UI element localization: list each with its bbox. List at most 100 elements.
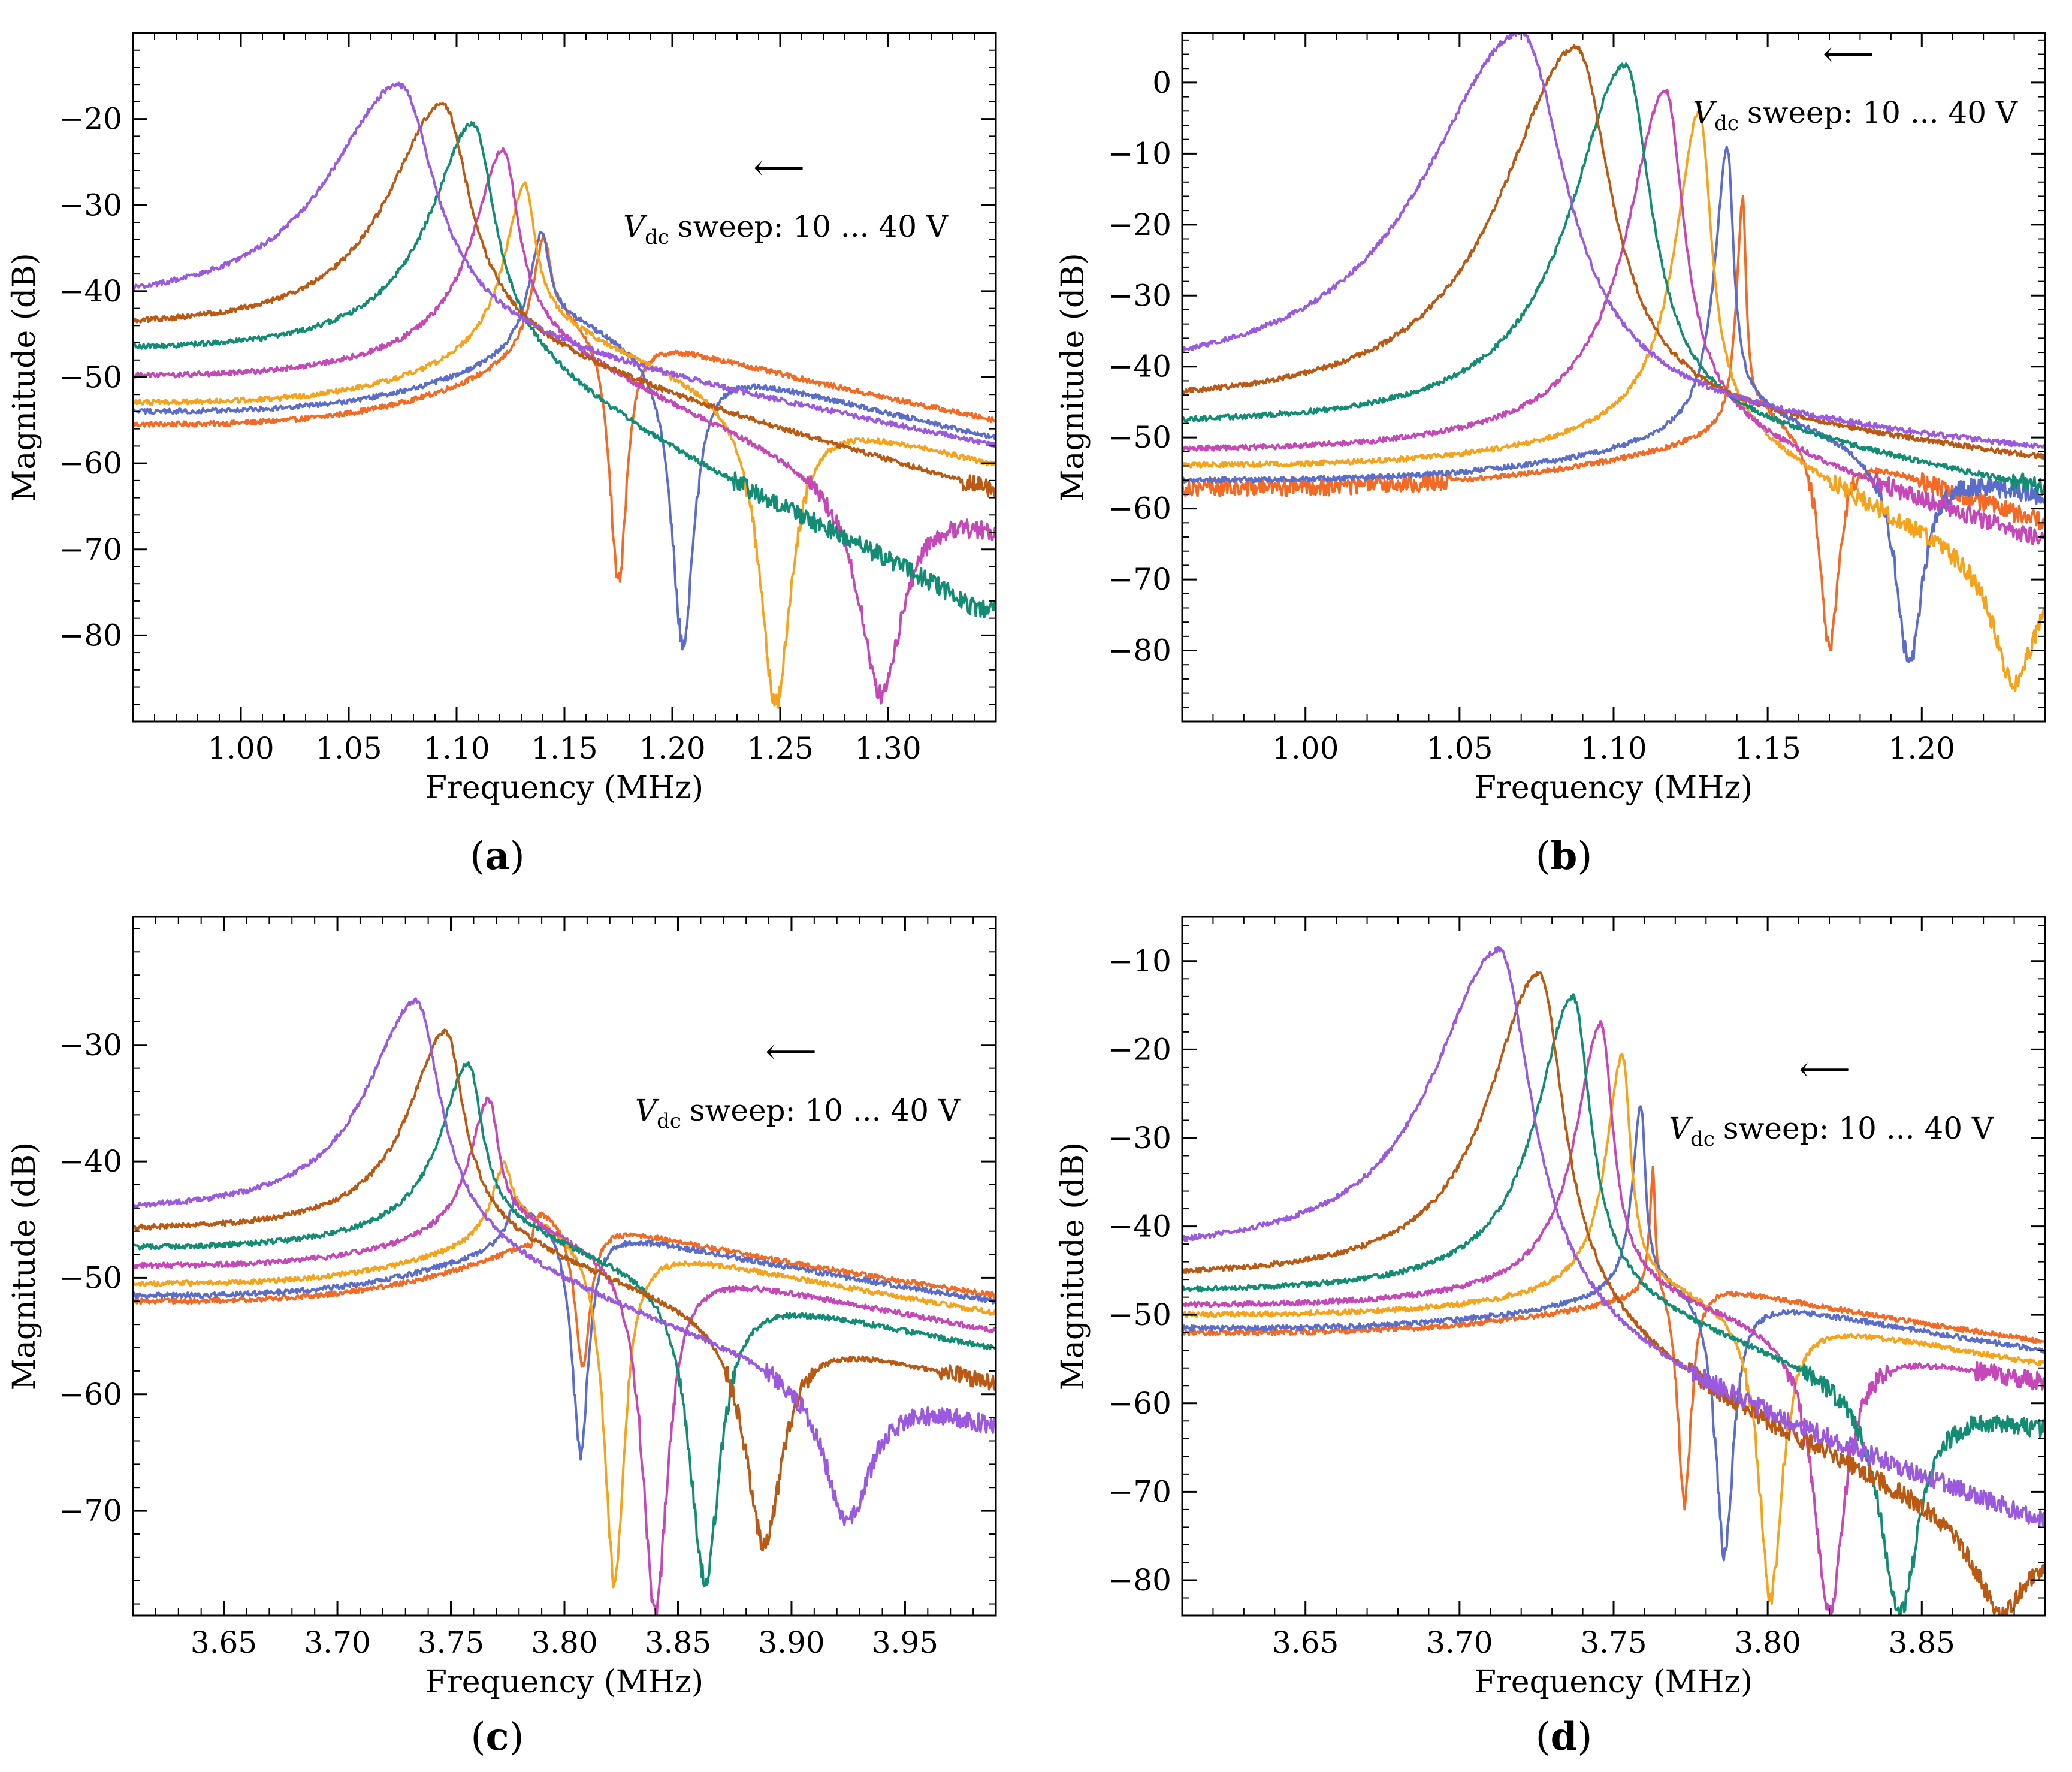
y-tick-label: −40 [59, 274, 122, 309]
x-tick-label: 3.80 [531, 1625, 597, 1660]
chart-panel-b: 1.00 1.05 1.10 1.15 1.20 −80 −70 −60 −50 −40 −30 −2… [1055, 32, 2046, 879]
series-line-25v [133, 1096, 996, 1616]
sweep-arrow: ⟵ [1823, 33, 1874, 75]
y-tick-label: 0 [1152, 65, 1171, 100]
annotation-symbol: V [623, 209, 648, 244]
y-tick-label: −80 [59, 618, 122, 653]
series-line-15v [133, 1196, 996, 1461]
series-line-40v [1182, 946, 2045, 1528]
y-tick-label: −50 [1108, 420, 1171, 455]
y-tick-label: −20 [59, 102, 122, 137]
x-tick-label: 1.25 [747, 731, 813, 766]
series-line-30v [1182, 62, 2045, 496]
y-tick-label: −60 [1108, 491, 1171, 526]
x-tick-label: 3.75 [418, 1625, 484, 1660]
y-tick-label: −50 [1108, 1297, 1171, 1332]
annotation-subscript: dc [1690, 1127, 1715, 1151]
series-group [133, 81, 996, 709]
annotation-text: sweep: 10 ... 40 V [690, 1093, 961, 1128]
x-tick-label: 1.20 [639, 731, 705, 766]
y-axis-label: Magnitude (dB) [7, 253, 43, 502]
series-line-20v [1182, 108, 2045, 692]
panel-label: (c) [471, 1714, 524, 1759]
series-line-15v [133, 231, 996, 651]
x-tick-label: 1.00 [1272, 731, 1339, 766]
y-tick-label: −60 [59, 1377, 122, 1412]
y-tick-label: −70 [1108, 1474, 1171, 1509]
x-tick-label: 3.90 [758, 1625, 824, 1660]
series-line-40v [1182, 33, 2045, 450]
y-tick-label: −30 [1108, 1121, 1171, 1155]
x-axis-label: Frequency (MHz) [1475, 1664, 1753, 1700]
y-tick-label: −20 [1108, 1032, 1171, 1067]
y-tick-label: −70 [1108, 562, 1171, 597]
x-tick-label: 3.65 [1272, 1625, 1339, 1660]
chart-panel-a: 1.00 1.05 1.10 1.15 1.20 1.25 1.30 −80 −70 −60 −50… [7, 32, 997, 879]
y-tick-label: −60 [1108, 1386, 1171, 1421]
y-tick-label: −70 [59, 532, 122, 567]
x-axis-label: Frequency (MHz) [425, 1664, 703, 1700]
series-line-40v [133, 81, 996, 448]
y-axis-label: Magnitude (dB) [1055, 253, 1091, 502]
panel-label: (b) [1536, 834, 1593, 879]
y-tick-label: −80 [1108, 633, 1171, 668]
y-tick-label: −40 [59, 1144, 122, 1179]
y-tick-label: −40 [1108, 349, 1171, 384]
x-tick-label: 3.85 [645, 1625, 711, 1660]
series-line-20v [133, 181, 996, 709]
series-line-10v [1182, 195, 2045, 652]
x-axis-label: Frequency (MHz) [425, 770, 703, 806]
x-tick-label: 3.70 [304, 1625, 370, 1660]
annotation-text: sweep: 10 ... 40 V [1747, 95, 2018, 130]
sweep-annotation: Vdc sweep: 10 ... 40 V [1693, 95, 2018, 135]
series-line-30v [133, 121, 996, 618]
y-axis-label: Magnitude (dB) [7, 1142, 43, 1391]
series-line-15v [1182, 146, 2045, 663]
sweep-arrow: ⟵ [765, 1031, 817, 1073]
chart-panel-c: 3.65 3.70 3.75 3.80 3.85 3.90 3.95 −70 −60 −50 −40… [7, 916, 997, 1759]
series-group [1182, 946, 2045, 1616]
chart-panel-d: 3.65 3.70 3.75 3.80 3.85 −80 −70 −60 −50 −40 −30 −2… [1055, 916, 2046, 1759]
x-tick-label: 3.75 [1580, 1625, 1647, 1660]
series-line-10v [1182, 1166, 2045, 1511]
series-line-25v [133, 147, 996, 705]
y-tick-label: −10 [1108, 944, 1171, 979]
x-tick-label: 1.30 [854, 731, 921, 766]
x-tick-label: 3.65 [191, 1625, 257, 1660]
y-tick-label: −30 [1108, 278, 1171, 313]
series-line-35v [1182, 970, 2045, 1616]
x-tick-label: 1.20 [1889, 731, 1955, 766]
y-tick-label: −20 [1108, 207, 1171, 242]
y-tick-label: −30 [59, 1028, 122, 1062]
annotation-text: sweep: 10 ... 40 V [1723, 1111, 1994, 1146]
series-line-30v [133, 1061, 996, 1588]
y-tick-label: −10 [1108, 136, 1171, 171]
annotation-symbol: V [635, 1093, 660, 1128]
y-tick-label: −30 [59, 188, 122, 222]
x-tick-label: 1.10 [1580, 731, 1647, 766]
y-tick-label: −60 [59, 446, 122, 481]
series-line-25v [1182, 89, 2045, 545]
sweep-arrow: ⟵ [1799, 1049, 1850, 1091]
series-line-25v [1182, 1020, 2045, 1616]
series-line-30v [1182, 993, 2045, 1616]
series-line-20v [1182, 1052, 2045, 1605]
sweep-annotation: Vdc sweep: 10 ... 40 V [635, 1093, 961, 1133]
y-tick-label: −50 [59, 1260, 122, 1295]
annotation-subscript: dc [1714, 111, 1739, 135]
x-tick-label: 1.05 [1426, 731, 1493, 766]
y-axis-label: Magnitude (dB) [1055, 1142, 1091, 1391]
series-line-15v [1182, 1105, 2045, 1562]
x-tick-label: 1.00 [207, 731, 274, 766]
annotation-symbol: V [1693, 95, 1717, 130]
y-tick-label: −40 [1108, 1209, 1171, 1244]
x-tick-label: 3.95 [872, 1625, 938, 1660]
annotation-symbol: V [1669, 1111, 1693, 1146]
x-axis-label: Frequency (MHz) [1475, 770, 1753, 806]
series-group [1182, 33, 2045, 692]
y-tick-label: −80 [1108, 1563, 1171, 1598]
x-tick-label: 1.05 [315, 731, 382, 766]
sweep-arrow: ⟵ [753, 147, 805, 189]
